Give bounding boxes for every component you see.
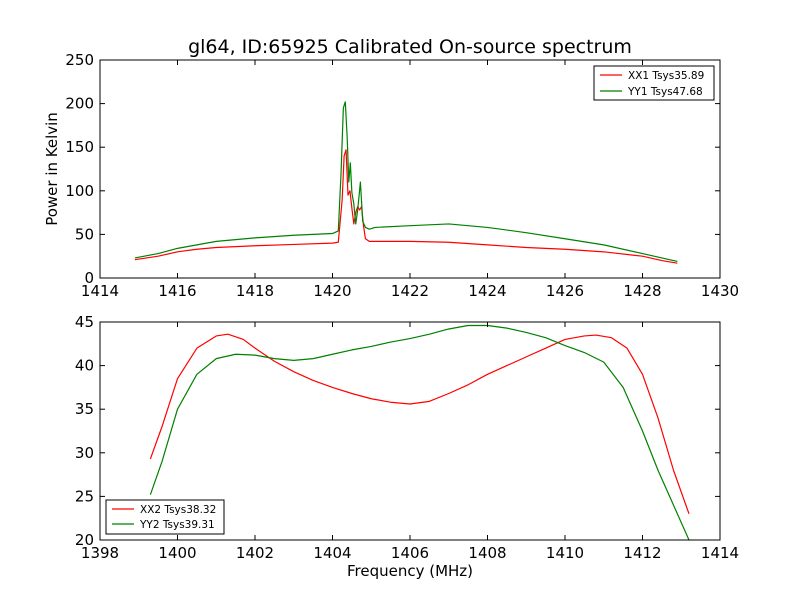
x-tick-label: 1426 [546,282,584,300]
legend: XX2 Tsys38.32 YY2 Tsys39.31 [105,499,225,535]
x-tick-label: 1422 [391,282,429,300]
y-tick-label: 200 [65,95,94,113]
x-tick-label: 1408 [468,544,506,562]
series-line-yy1 [134,101,678,263]
y-tick-label: 35 [75,400,94,418]
legend-box [593,65,715,101]
y-axis-label: Power in Kelvin [43,112,61,226]
x-tick-label: 1414 [81,282,119,300]
x-tick-label: 1424 [468,282,506,300]
tick-layer: 1414 1416 1418 1420 1422 1424 1426 1428 1430 0 50 1… [65,51,739,300]
y-tick-label: 50 [75,225,94,243]
x-tick-label: 1414 [701,544,739,562]
x-tick-label: 1404 [313,544,351,562]
top-spectrum-plot: gl64, ID:65925 Calibrated On-source spec… [43,36,739,300]
y-tick-label: 150 [65,138,94,156]
bottom-spectrum-plot: 1398 1400 1402 1404 1406 1408 1410 1412 1414 20 25… [75,313,739,580]
legend-label-xx1: XX1 Tsys35.89 [628,70,704,82]
x-tick-label: 1416 [158,282,196,300]
y-tick-label: 100 [65,182,94,200]
y-tick-label: 250 [65,51,94,69]
x-tick-label: 1410 [546,544,584,562]
x-tick-label: 1402 [236,544,274,562]
x-tick-label: 1430 [701,282,739,300]
x-tick-label: 1412 [623,544,661,562]
series-line-xx1 [134,149,678,264]
y-tick-label: 20 [75,531,94,549]
tick-layer: 1398 1400 1402 1404 1406 1408 1410 1412 1414 20 25… [75,313,739,562]
x-tick-label: 1406 [391,544,429,562]
legend: XX1 Tsys35.89 YY1 Tsys47.68 [593,65,715,101]
x-tick-label: 1420 [313,282,351,300]
y-tick-label: 40 [75,357,94,375]
x-tick-label: 1400 [158,544,196,562]
y-tick-label: 25 [75,487,94,505]
y-tick-label: 45 [75,313,94,331]
chart-title: gl64, ID:65925 Calibrated On-source spec… [188,36,632,58]
x-tick-label: 1418 [236,282,274,300]
y-tick-label: 0 [84,269,94,287]
x-tick-label: 1428 [623,282,661,300]
legend-label-yy2: YY2 Tsys39.31 [139,519,215,531]
legend-box [105,499,225,535]
series-line-yy2 [149,324,690,541]
legend-label-yy1: YY1 Tsys47.68 [627,86,703,98]
series-layer [149,324,690,541]
legend-label-xx2: XX2 Tsys38.32 [140,504,216,516]
x-axis-label: Frequency (MHz) [347,562,473,580]
series-layer [134,101,678,264]
x-tick-label: 1398 [81,544,119,562]
series-line-xx2 [149,333,690,515]
y-tick-label: 30 [75,444,94,462]
